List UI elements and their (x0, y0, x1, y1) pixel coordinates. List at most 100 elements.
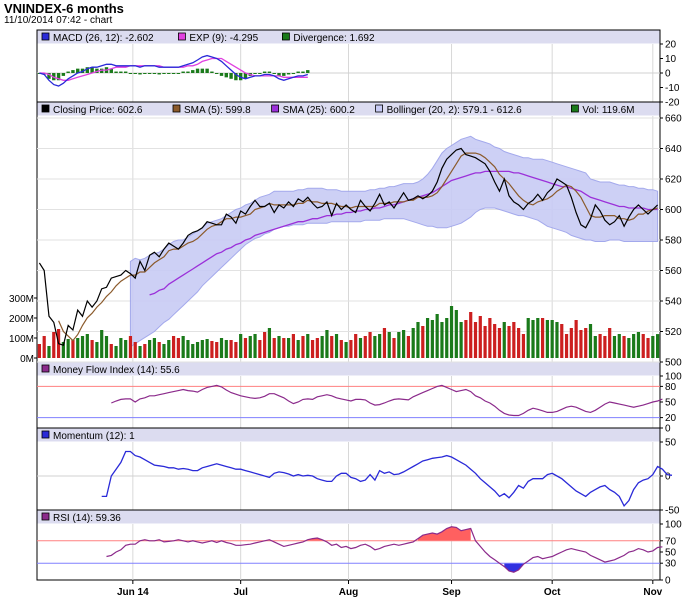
rsi-line (106, 526, 663, 573)
volume-bar (296, 340, 300, 358)
mfi-ytick-label: 20 (665, 413, 677, 424)
volume-bar (464, 320, 468, 358)
volume-bar (320, 336, 324, 358)
volume-bar (445, 318, 449, 358)
chart-title: VNINDEX-6 months (4, 1, 124, 16)
volume-bar (109, 344, 113, 358)
volume-bar (291, 334, 295, 358)
volume-bar (526, 318, 530, 358)
rsi-oversold-fill (504, 563, 524, 573)
macd-divergence-bar (143, 73, 147, 74)
volume-bar (325, 330, 329, 358)
volume-bar (80, 336, 85, 358)
macd-divergence-bar (282, 73, 286, 76)
volume-bar (171, 336, 176, 358)
volume-bar (483, 326, 487, 358)
mfi-ytick-label: 80 (665, 382, 677, 393)
volume-bar (263, 332, 267, 358)
volume-bar (646, 338, 650, 358)
volume-bar (234, 342, 238, 358)
volume-bar (104, 336, 109, 358)
volume-bar (569, 328, 573, 358)
volume-bar (133, 342, 137, 358)
chart-date: 11/10/2014 07:42 (4, 15, 82, 26)
volume-bar (52, 332, 56, 358)
macd-divergence-bar (181, 71, 185, 73)
volume-bar (540, 318, 545, 358)
price-ytick-label: 620 (665, 175, 682, 186)
x-axis-label: Jul (233, 587, 248, 598)
chart-subtitle: 11/10/2014 07:42 - chart (4, 15, 112, 26)
price-ytick-label: 560 (665, 266, 682, 277)
macd-ytick-label: -20 (665, 98, 680, 109)
bollinger-band (129, 135, 659, 348)
price-ytick-label: 640 (665, 144, 682, 155)
momentum-ytick-label: 0 (665, 472, 671, 483)
volume-bar (421, 326, 425, 358)
x-axis-label: Nov (643, 587, 662, 598)
macd-divergence-bar (258, 73, 262, 74)
volume-bar (584, 328, 588, 358)
macd-divergence-bar (291, 73, 296, 74)
volume-bar (243, 338, 248, 358)
mfi-legend-bar (37, 362, 660, 376)
macd-divergence-bar (253, 73, 257, 74)
volume-bar (608, 328, 612, 358)
volume-bar (306, 334, 310, 358)
mfi-ytick-label: 100 (665, 372, 682, 383)
volume-bar (239, 334, 243, 358)
macd-divergence-bar (171, 73, 176, 74)
macd-legend-swatch (281, 32, 290, 41)
macd-legend-label: EXP (9): -4.295 (189, 33, 258, 44)
volume-bar (119, 338, 123, 358)
volume-bar (310, 340, 315, 358)
volume-bar (536, 318, 540, 358)
volume-bar (454, 310, 458, 358)
price-legend-label: Vol: 119.6M (582, 105, 634, 116)
volume-bar (617, 334, 621, 358)
volume-axis-label: 0M (20, 354, 34, 365)
macd-divergence-bar (85, 67, 90, 73)
volume-bar (124, 340, 128, 358)
macd-divergence-bar (272, 73, 276, 74)
rsi-ytick-label: 30 (665, 559, 677, 570)
macd-divergence-bar (167, 73, 171, 74)
volume-bar (349, 340, 353, 358)
x-axis-label: Sep (442, 587, 460, 598)
volume-bar (564, 334, 569, 358)
volume-bar (406, 336, 411, 358)
volume-bar (339, 340, 343, 358)
volume-bar (469, 312, 473, 358)
volume-bar (272, 338, 276, 358)
volume-bar (286, 338, 291, 358)
price-ytick-label: 660 (665, 114, 682, 125)
volume-bar (344, 342, 348, 358)
volume-bar (502, 322, 506, 358)
volume-bar (157, 342, 161, 358)
volume-bar (392, 338, 396, 358)
volume-bar (358, 338, 363, 358)
volume-bar (76, 338, 80, 358)
volume-bar (253, 334, 257, 358)
macd-divergence-bar (262, 71, 267, 73)
macd-divergence-bar (42, 73, 46, 75)
momentum-legend-bar (37, 428, 660, 442)
volume-bar (612, 336, 617, 358)
volume-bar (574, 320, 578, 358)
volume-bar (100, 330, 104, 358)
volume-bar (641, 334, 645, 358)
volume-bar (636, 332, 641, 358)
volume-bar (651, 336, 655, 358)
volume-bar (402, 330, 406, 358)
volume-bar (224, 340, 228, 358)
volume-bar (85, 334, 89, 358)
volume-bar (449, 306, 454, 358)
volume-bar (588, 324, 593, 358)
macd-divergence-bar (229, 73, 233, 79)
macd-divergence-bar (123, 71, 128, 73)
volume-bar (162, 344, 166, 358)
volume-bar (176, 338, 180, 358)
x-axis-label: Aug (339, 587, 358, 598)
volume-bar (200, 340, 204, 358)
momentum-ytick-label: 50 (665, 438, 677, 449)
